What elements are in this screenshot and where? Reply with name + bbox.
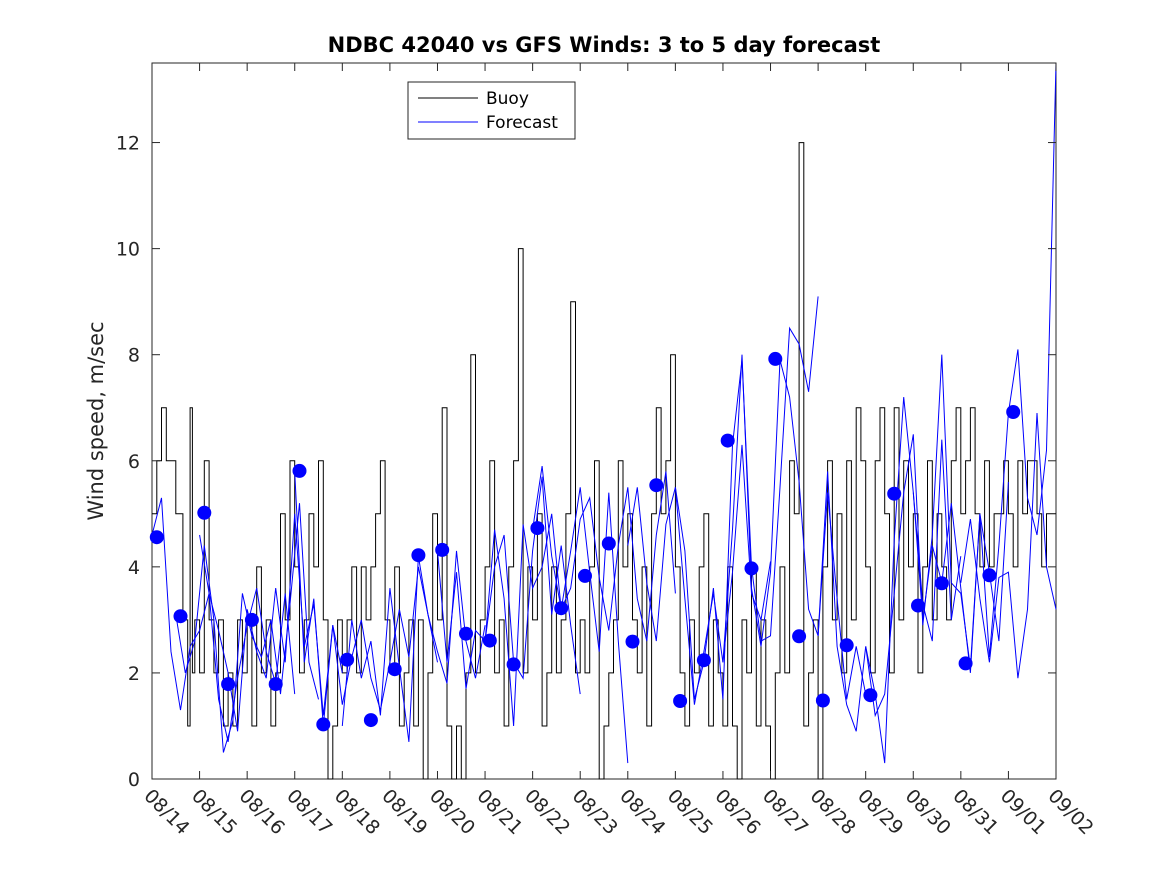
forecast-marker <box>744 561 759 576</box>
y-tick-label: 12 <box>116 133 140 155</box>
forecast-marker <box>268 677 283 692</box>
y-tick-label: 2 <box>128 663 140 685</box>
forecast-run-line <box>627 444 771 705</box>
forecast-marker <box>244 612 259 627</box>
forecast-marker <box>292 463 307 478</box>
forecast-marker <box>1006 405 1021 419</box>
forecast-run-line <box>865 354 1009 718</box>
y-tick-label: 6 <box>128 451 140 473</box>
y-tick-label: 4 <box>128 557 140 579</box>
forecast-marker <box>839 638 854 653</box>
legend-buoy-label: Buoy <box>486 89 529 109</box>
forecast-marker <box>982 568 997 583</box>
forecast-marker <box>911 598 925 613</box>
forecast-run-line <box>341 550 486 742</box>
forecast-run-line <box>960 412 1057 679</box>
forecast-marker <box>340 652 355 667</box>
forecast-run-line <box>532 466 676 642</box>
forecast-marker <box>387 662 402 677</box>
buoy-series <box>152 142 1056 780</box>
forecast-marker <box>863 688 878 703</box>
forecast-marker <box>720 433 735 448</box>
forecast-run-line <box>294 471 438 727</box>
forecast-marker <box>221 677 236 692</box>
legend: Buoy Forecast <box>407 81 576 140</box>
forecast-marker <box>601 536 616 551</box>
y-tick-label: 10 <box>116 239 140 261</box>
forecast-marker <box>578 568 592 583</box>
forecast-marker <box>554 601 569 616</box>
forecast-marker <box>887 486 902 501</box>
forecast-markers <box>149 351 1021 732</box>
y-axis: 0 2 4 6 8 10 12 <box>116 133 1056 791</box>
forecast-marker <box>482 633 497 648</box>
forecast-marker <box>363 713 378 728</box>
forecast-marker <box>792 629 807 644</box>
legend-forecast-label: Forecast <box>486 113 558 133</box>
forecast-marker <box>696 653 711 668</box>
forecast-run-line <box>151 497 296 743</box>
forecast-marker <box>149 530 164 545</box>
y-tick-label: 0 <box>128 769 140 791</box>
legend-box <box>407 81 576 140</box>
forecast-marker <box>673 694 688 708</box>
y-axis-label: Wind speed, m/sec <box>84 321 108 520</box>
forecast-marker <box>625 634 640 649</box>
forecast-marker <box>934 576 949 591</box>
forecast-marker <box>197 505 212 520</box>
forecast-marker <box>649 478 664 493</box>
chart-title: NDBC 42040 vs GFS Winds: 3 to 5 day fore… <box>328 33 881 57</box>
axes-box <box>151 62 1057 780</box>
forecast-marker <box>530 521 545 536</box>
forecast-marker <box>768 351 783 366</box>
buoy-line <box>152 142 1056 780</box>
forecast-marker <box>411 548 426 563</box>
forecast-marker <box>316 717 331 732</box>
forecast-marker <box>435 542 450 557</box>
forecast-marker <box>958 656 973 671</box>
forecast-marker <box>506 657 521 672</box>
forecast-marker <box>459 626 473 641</box>
plot-area <box>149 62 1057 780</box>
forecast-marker <box>173 609 188 624</box>
y-tick-label: 8 <box>128 345 140 367</box>
forecast-marker <box>815 693 830 708</box>
forecast-run-line <box>817 397 962 764</box>
